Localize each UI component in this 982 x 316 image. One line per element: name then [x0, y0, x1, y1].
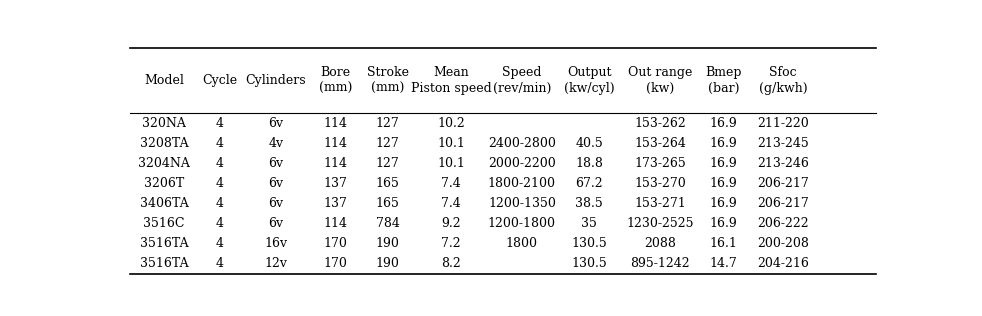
Text: 2400-2800: 2400-2800: [488, 137, 556, 150]
Text: 1800: 1800: [506, 237, 538, 250]
Text: 10.2: 10.2: [437, 117, 464, 130]
Text: 6v: 6v: [268, 197, 284, 210]
Text: 114: 114: [323, 157, 348, 170]
Text: 1800-2100: 1800-2100: [488, 177, 556, 190]
Text: 213-245: 213-245: [757, 137, 809, 150]
Text: 67.2: 67.2: [575, 177, 603, 190]
Text: 1230-2525: 1230-2525: [627, 217, 693, 230]
Text: 2088: 2088: [644, 237, 676, 250]
Text: 206-217: 206-217: [757, 177, 809, 190]
Text: 16.9: 16.9: [709, 217, 737, 230]
Text: 165: 165: [376, 177, 400, 190]
Text: 114: 114: [323, 137, 348, 150]
Text: 10.1: 10.1: [437, 137, 465, 150]
Text: 204-216: 204-216: [757, 258, 809, 270]
Text: 7.4: 7.4: [441, 197, 461, 210]
Text: Cycle: Cycle: [202, 74, 238, 87]
Text: 6v: 6v: [268, 217, 284, 230]
Text: 153-271: 153-271: [634, 197, 685, 210]
Text: 127: 127: [376, 117, 400, 130]
Text: 3406TA: 3406TA: [139, 197, 189, 210]
Text: 320NA: 320NA: [142, 117, 186, 130]
Text: 18.8: 18.8: [575, 157, 603, 170]
Text: 35: 35: [581, 217, 597, 230]
Text: 1200-1350: 1200-1350: [488, 197, 556, 210]
Text: 38.5: 38.5: [575, 197, 603, 210]
Text: 3516C: 3516C: [143, 217, 185, 230]
Text: 7.4: 7.4: [441, 177, 461, 190]
Text: Model: Model: [144, 74, 184, 87]
Text: 190: 190: [376, 237, 400, 250]
Text: 9.2: 9.2: [441, 217, 461, 230]
Text: 127: 127: [376, 137, 400, 150]
Text: 137: 137: [323, 197, 348, 210]
Text: Mean
Piston speed: Mean Piston speed: [410, 66, 491, 95]
Text: Sfoc
(g/kwh): Sfoc (g/kwh): [759, 66, 807, 95]
Text: 213-246: 213-246: [757, 157, 809, 170]
Text: Out range
(kw): Out range (kw): [627, 66, 692, 95]
Text: 153-270: 153-270: [634, 177, 685, 190]
Text: 200-208: 200-208: [757, 237, 809, 250]
Text: 40.5: 40.5: [575, 137, 603, 150]
Text: Bore
(mm): Bore (mm): [319, 66, 353, 95]
Text: 6v: 6v: [268, 177, 284, 190]
Text: 206-222: 206-222: [757, 217, 809, 230]
Text: 10.1: 10.1: [437, 157, 465, 170]
Text: 16.9: 16.9: [709, 157, 737, 170]
Text: 130.5: 130.5: [572, 237, 607, 250]
Text: 127: 127: [376, 157, 400, 170]
Text: 3516TA: 3516TA: [139, 237, 189, 250]
Text: 895-1242: 895-1242: [630, 258, 689, 270]
Text: 190: 190: [376, 258, 400, 270]
Text: 2000-2200: 2000-2200: [488, 157, 556, 170]
Text: 114: 114: [323, 117, 348, 130]
Text: 4: 4: [216, 137, 224, 150]
Text: 173-265: 173-265: [634, 157, 685, 170]
Text: 3206T: 3206T: [143, 177, 184, 190]
Text: 4: 4: [216, 157, 224, 170]
Text: Cylinders: Cylinders: [246, 74, 306, 87]
Text: 4: 4: [216, 197, 224, 210]
Text: 16.9: 16.9: [709, 197, 737, 210]
Text: 3208TA: 3208TA: [139, 137, 189, 150]
Text: 14.7: 14.7: [709, 258, 737, 270]
Text: 3516TA: 3516TA: [139, 258, 189, 270]
Text: Speed
(rev/min): Speed (rev/min): [493, 66, 551, 95]
Text: 153-264: 153-264: [634, 137, 685, 150]
Text: 7.2: 7.2: [441, 237, 461, 250]
Text: 12v: 12v: [264, 258, 288, 270]
Text: 4: 4: [216, 217, 224, 230]
Text: 170: 170: [323, 237, 348, 250]
Text: 211-220: 211-220: [757, 117, 809, 130]
Text: 4: 4: [216, 237, 224, 250]
Text: 6v: 6v: [268, 157, 284, 170]
Text: 170: 170: [323, 258, 348, 270]
Text: Bmep
(bar): Bmep (bar): [705, 66, 741, 95]
Text: 16.9: 16.9: [709, 137, 737, 150]
Text: 130.5: 130.5: [572, 258, 607, 270]
Text: 137: 137: [323, 177, 348, 190]
Text: 4: 4: [216, 177, 224, 190]
Text: 4v: 4v: [268, 137, 284, 150]
Text: 16.9: 16.9: [709, 117, 737, 130]
Text: Stroke
(mm): Stroke (mm): [366, 66, 409, 95]
Text: 1200-1800: 1200-1800: [488, 217, 556, 230]
Text: 4: 4: [216, 117, 224, 130]
Text: 165: 165: [376, 197, 400, 210]
Text: 114: 114: [323, 217, 348, 230]
Text: 16.1: 16.1: [709, 237, 737, 250]
Text: 3204NA: 3204NA: [138, 157, 190, 170]
Text: 8.2: 8.2: [441, 258, 461, 270]
Text: 784: 784: [376, 217, 400, 230]
Text: 16.9: 16.9: [709, 177, 737, 190]
Text: Output
(kw/cyl): Output (kw/cyl): [564, 66, 615, 95]
Text: 206-217: 206-217: [757, 197, 809, 210]
Text: 153-262: 153-262: [634, 117, 685, 130]
Text: 6v: 6v: [268, 117, 284, 130]
Text: 4: 4: [216, 258, 224, 270]
Text: 16v: 16v: [264, 237, 288, 250]
